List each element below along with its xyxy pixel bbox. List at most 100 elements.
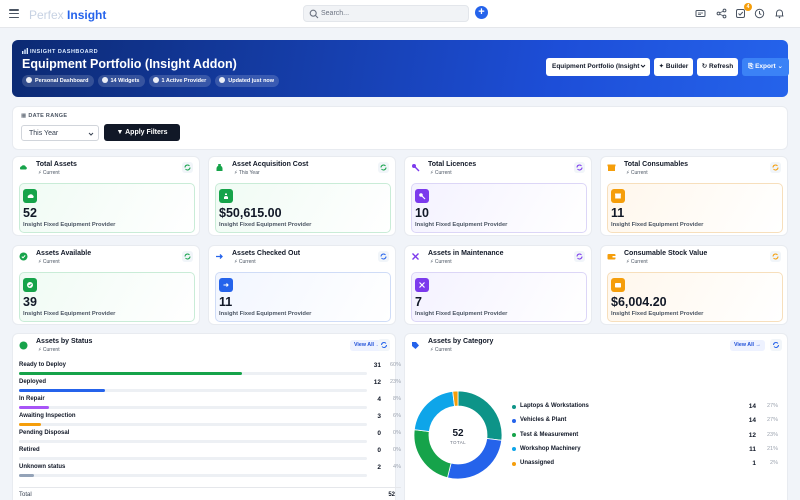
widgets-chip: 14 Widgets: [97, 75, 145, 87]
kpi-card[interactable]: Asset Acquisition Cost ⚡ This Year $50,615…: [208, 156, 396, 236]
app-logo[interactable]: Perfex Insight: [29, 8, 107, 22]
legend-item: Laptops & Workstations 14 27%: [512, 403, 778, 413]
status-panel-title: Assets by Status: [36, 338, 93, 345]
kpi-refresh-button[interactable]: [378, 251, 389, 262]
clock-icon[interactable]: [754, 8, 765, 19]
kpi-title: Total Assets: [36, 161, 77, 168]
kpi-refresh-button[interactable]: [574, 251, 585, 262]
key-icon: [412, 164, 420, 172]
donut-slice[interactable]: [413, 429, 452, 479]
kpi-card[interactable]: Assets Checked Out ⚡ Current 11 Insight Fix…: [208, 245, 396, 325]
donut-slice[interactable]: [413, 390, 455, 432]
apply-filters-button[interactable]: ▼ Apply Filters: [104, 124, 180, 141]
chevron-down-icon: [640, 64, 646, 68]
status-bar-fill: [19, 406, 49, 409]
refresh-icon: [576, 253, 583, 260]
category-view-all-button[interactable]: View All →: [730, 340, 765, 351]
dashboard-title: Equipment Portfolio (Insight Addon): [22, 57, 237, 71]
status-label: Ready to Deploy: [19, 362, 67, 368]
refresh-button[interactable]: ↻ Refresh: [697, 58, 738, 76]
kpi-value: $50,615.00: [219, 206, 282, 220]
search-input[interactable]: Search...: [303, 5, 469, 22]
legend-percent: 27%: [766, 403, 778, 409]
kpi-title: Assets in Maintenance: [428, 250, 504, 257]
status-percent: 4%: [393, 464, 401, 470]
status-bar-fill: [19, 423, 42, 426]
kpi-provider: Insight Fixed Equipment Provider: [415, 222, 508, 228]
status-refresh-button[interactable]: [378, 339, 390, 351]
kpi-value: 11: [611, 206, 625, 220]
assets-by-status-panel: Assets by Status ⚡ Current View All → Re…: [12, 333, 401, 500]
status-bar-track: [19, 474, 367, 477]
donut-slice[interactable]: [457, 390, 503, 441]
donut-slice[interactable]: [452, 390, 459, 407]
status-row: Ready to Deploy 31 60%: [19, 362, 401, 379]
status-total-row: Total 52: [19, 487, 401, 498]
kpi-title: Total Licences: [428, 161, 477, 168]
kpi-body: 7 Insight Fixed Equipment Provider: [411, 272, 587, 322]
kpi-card[interactable]: Total Licences ⚡ Current 10 Insight Fixed E…: [404, 156, 592, 236]
status-percent: 8%: [393, 396, 401, 402]
kpi-card[interactable]: Total Assets ⚡ Current 52 Insight Fixed Equ…: [12, 156, 200, 236]
share-icon[interactable]: [716, 8, 727, 19]
status-row: Retired 0 0%: [19, 447, 401, 464]
kpi-card[interactable]: Total Consumables ⚡ Current 11 Insight Fixe…: [600, 156, 788, 236]
kpi-card[interactable]: Consumable Stock Value ⚡ Current $6,004.20…: [600, 245, 788, 325]
id-card-icon[interactable]: [695, 8, 706, 19]
tasks-icon[interactable]: [735, 8, 746, 19]
status-icon: [19, 341, 28, 350]
kpi-refresh-button[interactable]: [574, 162, 585, 173]
box-icon: [607, 164, 616, 171]
kpi-value: 39: [23, 295, 37, 309]
refresh-icon: [184, 253, 191, 260]
kpi-badge: [23, 278, 37, 292]
kpi-period: ⚡ Current: [38, 170, 60, 176]
money-bag-icon: [224, 193, 228, 199]
refresh-icon: [380, 253, 387, 260]
kpi-card[interactable]: Assets in Maintenance ⚡ Current 7 Insight F…: [404, 245, 592, 325]
status-bar-track: [19, 389, 367, 392]
legend-label: Test & Measurement: [520, 431, 579, 438]
status-count: 4: [377, 396, 381, 403]
builder-button[interactable]: ✦ Builder: [654, 58, 693, 76]
person-icon: [26, 77, 32, 83]
kpi-card[interactable]: Assets Available ⚡ Current 39 Insight Fixed…: [12, 245, 200, 325]
status-bar-track: [19, 457, 367, 460]
kpi-provider: Insight Fixed Equipment Provider: [611, 222, 704, 228]
status-row: Deployed 12 23%: [19, 379, 401, 396]
legend-label: Workshop Machinery: [520, 445, 581, 452]
status-bar-fill: [19, 389, 105, 392]
quick-add-button[interactable]: +: [475, 6, 488, 19]
key-icon: [419, 193, 426, 200]
status-bar-fill: [19, 372, 243, 375]
notification-count-badge: 4: [744, 3, 752, 11]
top-bar: Perfex Insight Search... + 4: [0, 0, 800, 28]
hamburger-menu-icon[interactable]: [9, 9, 19, 19]
status-row: Awaiting Inspection 3 6%: [19, 413, 401, 430]
date-range-select[interactable]: This Year: [21, 125, 99, 141]
kpi-title: Assets Available: [36, 250, 92, 257]
kpi-title: Consumable Stock Value: [624, 250, 708, 257]
kpi-provider: Insight Fixed Equipment Provider: [219, 222, 312, 228]
kpi-provider: Insight Fixed Equipment Provider: [415, 311, 508, 317]
dashboard-select[interactable]: Equipment Portfolio (Insight: [546, 58, 650, 76]
bell-icon[interactable]: [774, 8, 785, 19]
money-bag-icon: [216, 164, 223, 171]
kpi-refresh-button[interactable]: [182, 162, 193, 173]
category-refresh-button[interactable]: [770, 339, 782, 351]
status-label: Deployed: [19, 379, 47, 385]
kpi-refresh-button[interactable]: [770, 162, 781, 173]
kpi-period: ⚡ Current: [430, 259, 452, 265]
export-button[interactable]: ⎘ Export ⌄: [742, 58, 789, 76]
kpi-refresh-button[interactable]: [182, 251, 193, 262]
tag-icon: [412, 342, 419, 349]
legend-percent: 2%: [770, 460, 778, 467]
kpi-value: 11: [219, 295, 233, 309]
kpi-refresh-button[interactable]: [770, 251, 781, 262]
kpi-badge: [611, 189, 625, 203]
legend-label: Laptops & Workstations: [520, 403, 589, 409]
legend-item: Workshop Machinery 11 21%: [512, 446, 778, 456]
kpi-refresh-button[interactable]: [378, 162, 389, 173]
search-placeholder: Search...: [321, 10, 350, 17]
legend-label: Unassigned: [520, 460, 555, 467]
